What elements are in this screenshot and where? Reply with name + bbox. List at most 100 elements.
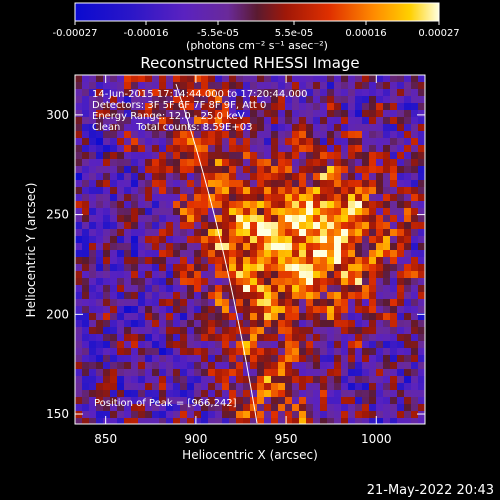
heatmap-cell (117, 110, 124, 117)
heatmap-cell (390, 327, 397, 334)
heatmap-cell (390, 264, 397, 271)
heatmap-cell (278, 383, 285, 390)
heatmap-cell (152, 383, 159, 390)
heatmap-cell (131, 138, 138, 145)
heatmap-cell (187, 320, 194, 327)
heatmap-cell (194, 250, 201, 257)
heatmap-cell (131, 103, 138, 110)
heatmap-cell (208, 75, 215, 82)
heatmap-cell (397, 327, 404, 334)
heatmap-cell (159, 271, 166, 278)
heatmap-cell (264, 369, 271, 376)
heatmap-cell (201, 362, 208, 369)
heatmap-cell (222, 152, 229, 159)
heatmap-cell (222, 201, 229, 208)
heatmap-cell (215, 411, 222, 418)
heatmap-cell (201, 145, 208, 152)
heatmap-cell (250, 278, 257, 285)
heatmap-cell (96, 390, 103, 397)
heatmap-cell (334, 229, 341, 236)
heatmap-cell (187, 173, 194, 180)
heatmap-cell (299, 306, 306, 313)
heatmap-cell (418, 236, 425, 243)
heatmap-cell (313, 131, 320, 138)
heatmap-cell (418, 355, 425, 362)
heatmap-cell (334, 110, 341, 117)
heatmap-cell (355, 159, 362, 166)
heatmap-cell (411, 376, 418, 383)
heatmap-cell (383, 271, 390, 278)
heatmap-cell (257, 208, 264, 215)
heatmap-cell (96, 89, 103, 96)
heatmap-cell (285, 124, 292, 131)
heatmap-cell (215, 201, 222, 208)
heatmap-cell (187, 222, 194, 229)
heatmap-cell (124, 215, 131, 222)
heatmap-cell (159, 124, 166, 131)
heatmap-cell (404, 138, 411, 145)
heatmap-cell (299, 250, 306, 257)
heatmap-cell (355, 320, 362, 327)
heatmap-cell (285, 173, 292, 180)
heatmap-cell (397, 173, 404, 180)
heatmap-cell (411, 299, 418, 306)
heatmap-cell (320, 313, 327, 320)
heatmap-cell (348, 299, 355, 306)
heatmap-cell (180, 89, 187, 96)
heatmap-cell (397, 180, 404, 187)
heatmap-cell (187, 369, 194, 376)
heatmap-cell (264, 376, 271, 383)
heatmap-cell (313, 243, 320, 250)
heatmap-cell (138, 390, 145, 397)
heatmap-cell (404, 82, 411, 89)
heatmap-cell (285, 390, 292, 397)
heatmap-cell (299, 229, 306, 236)
heatmap-cell (341, 418, 348, 424)
heatmap-cell (96, 313, 103, 320)
heatmap-cell (348, 243, 355, 250)
heatmap-cell (292, 271, 299, 278)
heatmap-cell (243, 264, 250, 271)
heatmap-cell (229, 411, 236, 418)
heatmap-cell (201, 166, 208, 173)
heatmap-cell (278, 75, 285, 82)
heatmap-cell (327, 138, 334, 145)
heatmap-cell (236, 89, 243, 96)
heatmap-cell (152, 180, 159, 187)
plot-frame (74, 74, 426, 425)
heatmap-cell (208, 138, 215, 145)
heatmap-cell (397, 369, 404, 376)
heatmap-cell (117, 299, 124, 306)
heatmap-cell (75, 152, 82, 159)
heatmap-cell (334, 390, 341, 397)
heatmap-cell (215, 327, 222, 334)
heatmap-cell (243, 194, 250, 201)
heatmap-cell (103, 313, 110, 320)
heatmap-cell (306, 383, 313, 390)
heatmap-cell (159, 75, 166, 82)
heatmap-cell (152, 278, 159, 285)
heatmap-cell (320, 320, 327, 327)
heatmap-cell (299, 201, 306, 208)
heatmap-cell (180, 82, 187, 89)
heatmap-cell (341, 292, 348, 299)
heatmap-cell (404, 278, 411, 285)
heatmap-cell (411, 334, 418, 341)
heatmap-cell (341, 194, 348, 201)
heatmap-cell (348, 96, 355, 103)
heatmap-cell (222, 82, 229, 89)
heatmap-cell (243, 348, 250, 355)
heatmap-cell (103, 369, 110, 376)
heatmap-cell (236, 187, 243, 194)
heatmap-cell (397, 96, 404, 103)
heatmap-cell (362, 180, 369, 187)
heatmap-cell (285, 376, 292, 383)
heatmap-cell (187, 355, 194, 362)
heatmap-cell (285, 110, 292, 117)
heatmap-cell (250, 138, 257, 145)
annotation-detectors: Detectors: 3F 5F 6F 7F 8F 9F, Att 0 (92, 100, 266, 111)
heatmap-cell (285, 355, 292, 362)
heatmap-cell (327, 334, 334, 341)
heatmap-cell (173, 215, 180, 222)
